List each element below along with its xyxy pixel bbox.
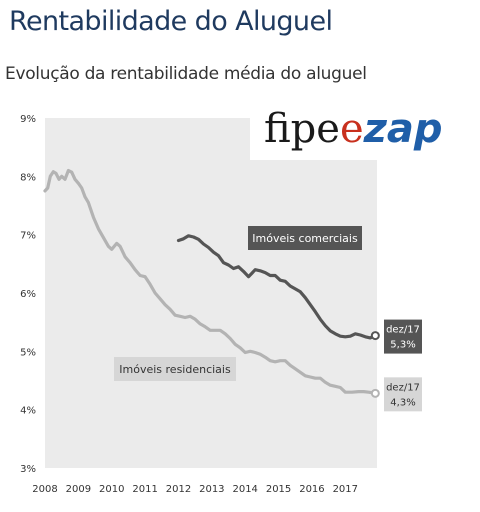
end-label-box xyxy=(384,319,422,354)
series-endpoint-marker xyxy=(370,388,380,398)
end-label-date: dez/17 xyxy=(386,325,420,336)
y-tick-label: 8% xyxy=(20,172,36,183)
y-tick-label: 6% xyxy=(20,289,36,300)
y-tick-label: 9% xyxy=(20,114,36,125)
series-label-box xyxy=(248,226,362,250)
x-tick-label: 2010 xyxy=(99,484,124,495)
x-tick-label: 2009 xyxy=(66,484,91,495)
logo-zap-text: zap xyxy=(363,106,443,152)
logo-fipe-text: fipe xyxy=(264,106,340,152)
series-label-box xyxy=(114,357,236,381)
y-tick-label: 7% xyxy=(20,231,36,242)
y-tick-label: 3% xyxy=(20,464,36,475)
series-line xyxy=(176,234,377,340)
logo-e-text: e xyxy=(339,106,364,152)
series-line xyxy=(43,168,377,395)
fipezap-logo: fipeezap xyxy=(250,102,443,160)
end-label-box xyxy=(384,377,422,412)
end-label-date: dez/17 xyxy=(386,382,420,393)
x-tick-label: 2015 xyxy=(266,484,291,495)
end-label-value: 5,3% xyxy=(390,340,415,351)
series-label: Imóveis residenciais xyxy=(119,363,231,376)
series-label: Imóveis comerciais xyxy=(252,232,358,245)
chart-subtitle: Evolução da rentabilidade média do alugu… xyxy=(5,64,367,84)
x-tick-label: 2012 xyxy=(166,484,191,495)
plot-area xyxy=(45,118,377,468)
page-title: Rentabilidade do Aluguel xyxy=(9,6,333,37)
end-label-value: 4,3% xyxy=(390,397,415,408)
x-tick-label: 2016 xyxy=(299,484,324,495)
x-tick-label: 2011 xyxy=(132,484,157,495)
x-tick-label: 2017 xyxy=(333,484,358,495)
x-tick-label: 2013 xyxy=(199,484,224,495)
y-tick-label: 5% xyxy=(20,347,36,358)
series-endpoint-marker xyxy=(370,331,380,341)
y-tick-label: 4% xyxy=(20,406,36,417)
x-tick-label: 2008 xyxy=(32,484,57,495)
x-tick-label: 2014 xyxy=(232,484,257,495)
